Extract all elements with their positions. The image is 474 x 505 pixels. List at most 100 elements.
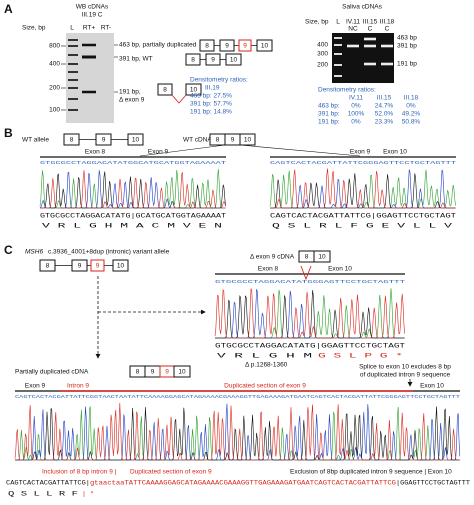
size-header: Size, bp: [305, 19, 329, 26]
lane-label: L: [336, 19, 340, 26]
region-label: Duplicated section of exon 9: [224, 383, 306, 390]
wb-gel: [66, 33, 114, 123]
region-label: Exon 10: [328, 266, 352, 273]
densitometry-cell: 49.2%: [402, 111, 421, 118]
ladder-band: [68, 54, 78, 56]
sequence: |GGAGTTCCTGCTAGTTT: [396, 480, 470, 487]
ladder-band: [68, 45, 78, 47]
panel-label: C: [4, 243, 13, 257]
exon-box: [219, 39, 235, 52]
base-calls: GTGCGCCTAGGACATATGGGAGTTCCTGCTAGTTT: [215, 279, 406, 285]
densitometry-cell: 24.7%: [375, 103, 394, 110]
chromatogram-trace: [40, 170, 226, 209]
chromatogram-trace: [39, 170, 226, 209]
control-label: C: [368, 26, 373, 33]
densitometry-row: 391 bp: 57.7%: [190, 101, 232, 108]
chromatogram-trace: [14, 402, 460, 461]
exon-number: 8: [305, 254, 309, 261]
diagram-label: Partially duplicated cDNA: [15, 369, 89, 376]
band-label: 463 bp: [397, 35, 417, 42]
ladder-band: [334, 75, 342, 77]
densitometry-cell: 23.3%: [375, 119, 394, 126]
chromatogram-trace: [269, 169, 456, 209]
gel-band: [82, 90, 96, 94]
chromatogram-trace: [270, 173, 456, 209]
base-calls: GTGCGCCTAGGACATATGGCATGCATGGTAGAAAAT: [40, 160, 227, 166]
exon-number: 8: [191, 57, 195, 64]
diagram-label: WT cDNA: [183, 137, 212, 144]
annotation: Inclusion of 8 bp intron 9 |: [42, 469, 117, 476]
lane-label: RT+: [83, 25, 96, 32]
note: of duplicated intron 9 sequence: [360, 372, 451, 379]
size-label: 400: [49, 61, 60, 68]
exon-box: [95, 133, 112, 146]
ladder-band: [68, 98, 78, 100]
protein: | *: [82, 491, 94, 498]
size-label: 200: [49, 85, 60, 92]
lane-label: L: [70, 25, 74, 32]
gel-title: Saliva cDNAs: [342, 4, 382, 11]
gene-name: MSH6: [25, 249, 43, 256]
exon-number: 9: [225, 43, 229, 50]
ladder-band: [334, 64, 342, 66]
deletion-label: Δ p.1268-1360: [245, 362, 288, 369]
sequence: GTGCGCCTAGGACATATG|GGAGTTCCTGCTAGT: [215, 343, 405, 350]
exon-number: 10: [178, 369, 186, 376]
sequence: CAGTCACTACGATTATTCG|: [6, 480, 90, 487]
gel-band: [82, 43, 96, 47]
chromatogram-trace: [270, 169, 456, 209]
densitometry-cell: 0%: [406, 103, 416, 110]
densitometry-title: Densitometry ratios:: [318, 87, 376, 94]
sample-label: III.19 C: [82, 12, 103, 19]
control-label: NC: [348, 26, 358, 33]
densitometry-cell: 463 bp:: [318, 103, 340, 110]
ladder-band: [68, 39, 78, 41]
densitometry-cell: 52.0%: [375, 111, 394, 118]
size-label: 800: [49, 43, 60, 50]
densitometry-cell: 391 bp:: [318, 111, 340, 118]
ladder-band: [68, 79, 78, 81]
control-label: C: [385, 26, 390, 33]
exon-number: 9: [78, 263, 82, 270]
exon-number: 8: [70, 137, 74, 144]
densitometry-sample: III.15: [377, 95, 392, 102]
densitometry-cell: 191 bp:: [318, 119, 340, 126]
ladder-band: [334, 53, 342, 55]
gel-band: [82, 55, 96, 59]
region-label: Exon 8: [258, 266, 279, 273]
variant-label: c.3936_4001+8dup (intronic) variant alle…: [48, 249, 170, 256]
zoom-line: [139, 144, 226, 157]
sequence: gtaactaaTATTCAAAAGGAGCATAGAAAACGAAAGGTTG…: [90, 480, 396, 487]
saliva-gel: [332, 33, 394, 83]
protein: Q S L R L F G E V L L V: [272, 223, 452, 230]
densitometry-cell: 0%: [351, 103, 361, 110]
sequence: CAGTCACTACGATTATTCG|GGAGTTCCTGCTAGT: [270, 213, 456, 220]
densitometry-cell: 0%: [351, 119, 361, 126]
lane-label: IV.11: [346, 19, 360, 26]
exon-number: 9: [102, 137, 106, 144]
densitometry-cell: 100%: [348, 111, 365, 118]
exon-number: 9: [165, 369, 169, 376]
base-calls: CAGTCACTACGATTATTCGGGAGTTCCTGCTAGTTT: [270, 160, 457, 166]
protein: Q S L L R F: [8, 491, 78, 498]
region-label: Exon 8: [85, 149, 106, 156]
gel-band: [381, 44, 393, 48]
exon-box: [173, 365, 191, 378]
exon-number: 10: [117, 263, 125, 270]
densitometry-row: 463 bp: 27.5%: [190, 93, 232, 100]
exon-number: 9: [151, 369, 155, 376]
exon-box: [199, 39, 215, 52]
region-label: Exon 10: [420, 383, 444, 390]
size-label: 100: [49, 107, 60, 114]
exon-box: [225, 53, 242, 66]
exon-number: 10: [230, 57, 238, 64]
lane-label: III.18: [380, 19, 395, 26]
exon-number: 9: [231, 137, 235, 144]
protein: V R L G H M: [217, 353, 312, 360]
protein: V R L G H M A C M V E N: [42, 223, 222, 230]
exon-number: 10: [244, 137, 252, 144]
exon-number: 8: [216, 137, 220, 144]
band-label: 191 bp,: [119, 89, 141, 96]
exon-box: [185, 53, 201, 66]
